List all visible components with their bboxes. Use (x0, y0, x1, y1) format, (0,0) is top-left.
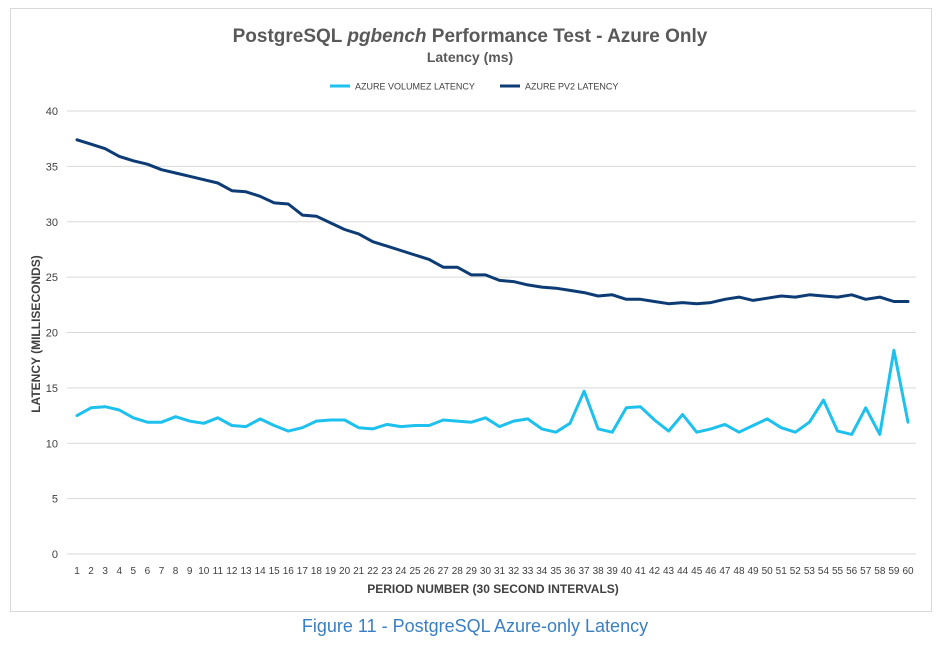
x-tick-label: 10 (198, 566, 210, 577)
x-tick-label: 31 (494, 566, 506, 577)
x-tick-label: 16 (283, 566, 295, 577)
x-tick-label: 56 (846, 566, 858, 577)
x-tick-label: 14 (255, 566, 267, 577)
x-tick-label: 24 (395, 566, 407, 577)
y-tick-label: 0 (52, 549, 58, 561)
y-axis-label: LATENCY (MILLISECONDS) (29, 255, 43, 413)
x-tick-label: 6 (145, 566, 151, 577)
x-tick-label: 12 (226, 566, 238, 577)
x-tick-label: 51 (776, 566, 788, 577)
y-tick-label: 20 (46, 328, 58, 340)
x-tick-label: 42 (649, 566, 661, 577)
series-line (75, 348, 910, 436)
x-tick-label: 54 (818, 566, 830, 577)
legend-label: AZURE PV2 LATENCY (525, 82, 618, 92)
x-tick-label: 48 (733, 566, 745, 577)
x-tick-label: 34 (536, 566, 548, 577)
x-tick-label: 17 (297, 566, 309, 577)
x-tick-label: 40 (621, 566, 633, 577)
x-tick-label: 39 (607, 566, 619, 577)
y-tick-label: 35 (46, 161, 58, 173)
x-tick-label: 55 (832, 566, 844, 577)
legend-label: AZURE VOLUMEZ LATENCY (355, 82, 475, 92)
x-tick-label: 57 (860, 566, 872, 577)
x-tick-label: 44 (677, 566, 689, 577)
x-tick-label: 22 (367, 566, 379, 577)
x-tick-label: 5 (131, 566, 137, 577)
x-tick-label: 32 (508, 566, 520, 577)
chart-legend: AZURE VOLUMEZ LATENCY AZURE PV2 LATENCY (330, 82, 618, 92)
latency-line-chart: PostgreSQL pgbench Performance Test - Az… (29, 26, 916, 596)
x-tick-label: 23 (381, 566, 393, 577)
x-tick-label: 37 (578, 566, 590, 577)
x-tick-label: 9 (187, 566, 193, 577)
x-tick-label: 2 (88, 566, 94, 577)
x-tick-label: 46 (705, 566, 717, 577)
y-tick-label: 15 (46, 383, 58, 395)
x-tick-label: 30 (480, 566, 492, 577)
chart-frame (10, 8, 932, 612)
x-tick-label: 47 (719, 566, 731, 577)
x-tick-label: 26 (424, 566, 436, 577)
x-tick-label: 28 (452, 566, 464, 577)
x-tick-label: 3 (102, 566, 108, 577)
figure-caption: Figure 11 - PostgreSQL Azure-only Latenc… (301, 616, 649, 636)
x-tick-label: 49 (748, 566, 760, 577)
x-tick-label: 19 (325, 566, 337, 577)
x-tick-label: 36 (564, 566, 576, 577)
y-tick-label: 5 (52, 494, 58, 506)
y-tick-label: 40 (46, 106, 58, 118)
x-axis-label: PERIOD NUMBER (30 SECOND INTERVALS) (367, 582, 619, 596)
x-tick-label: 27 (438, 566, 450, 577)
x-tick-label: 15 (269, 566, 281, 577)
y-tick-labels: 0 5 10 15 20 25 30 35 40 (46, 106, 58, 561)
x-tick-label: 25 (409, 566, 421, 577)
x-tick-label: 7 (159, 566, 165, 577)
y-tick-label: 30 (46, 217, 58, 229)
x-tick-label: 4 (116, 566, 122, 577)
series-line (75, 138, 910, 306)
x-tick-label: 45 (691, 566, 703, 577)
chart-title: PostgreSQL pgbench Performance Test - Az… (233, 26, 708, 47)
x-tick-label: 13 (240, 566, 252, 577)
x-tick-label: 8 (173, 566, 179, 577)
x-tick-label: 1 (74, 566, 80, 577)
x-tick-label: 58 (874, 566, 886, 577)
x-tick-label: 20 (339, 566, 351, 577)
x-tick-label: 52 (790, 566, 802, 577)
x-tick-label: 33 (522, 566, 534, 577)
x-tick-label: 35 (550, 566, 562, 577)
x-tick-label: 41 (635, 566, 647, 577)
x-tick-labels: 1 2 3 4 5 6 7 8 9 10 11 12 13 14 15 16 17 18 19 20 21 22 23 24 2… (74, 566, 914, 577)
x-tick-label: 60 (902, 566, 914, 577)
x-tick-label: 29 (466, 566, 478, 577)
x-tick-label: 38 (593, 566, 605, 577)
x-tick-label: 11 (213, 566, 224, 577)
chart-subtitle: Latency (ms) (427, 49, 513, 65)
y-tick-label: 10 (46, 438, 58, 450)
series-lines (75, 138, 910, 436)
y-tick-label: 25 (46, 272, 58, 284)
x-tick-label: 18 (311, 566, 323, 577)
x-tick-label: 21 (353, 566, 365, 577)
y-gridlines (67, 110, 916, 555)
x-tick-label: 53 (804, 566, 816, 577)
x-tick-label: 43 (663, 566, 675, 577)
x-tick-label: 50 (762, 566, 774, 577)
x-tick-label: 59 (888, 566, 900, 577)
